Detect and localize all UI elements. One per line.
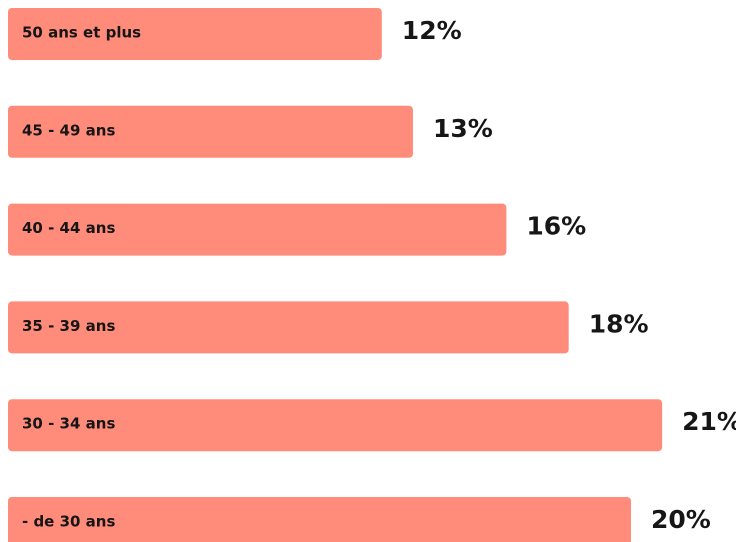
category-label: 40 - 44 ans: [22, 219, 115, 237]
category-label: 50 ans et plus: [22, 24, 141, 42]
value-label: 16%: [526, 212, 586, 241]
value-label: 13%: [433, 114, 493, 143]
value-label: 20%: [651, 505, 711, 534]
value-label: 12%: [402, 16, 462, 45]
bar: [8, 8, 382, 60]
bar: [8, 105, 413, 158]
bar: [8, 399, 663, 452]
bar: [8, 203, 507, 256]
bar: [8, 497, 631, 542]
value-label: 18%: [589, 309, 649, 338]
bar: [8, 301, 569, 354]
value-label: 21%: [682, 407, 736, 436]
category-label: - de 30 ans: [22, 513, 115, 531]
category-label: 45 - 49 ans: [22, 121, 115, 139]
category-label: 35 - 39 ans: [22, 317, 115, 335]
category-label: 30 - 34 ans: [22, 415, 115, 433]
